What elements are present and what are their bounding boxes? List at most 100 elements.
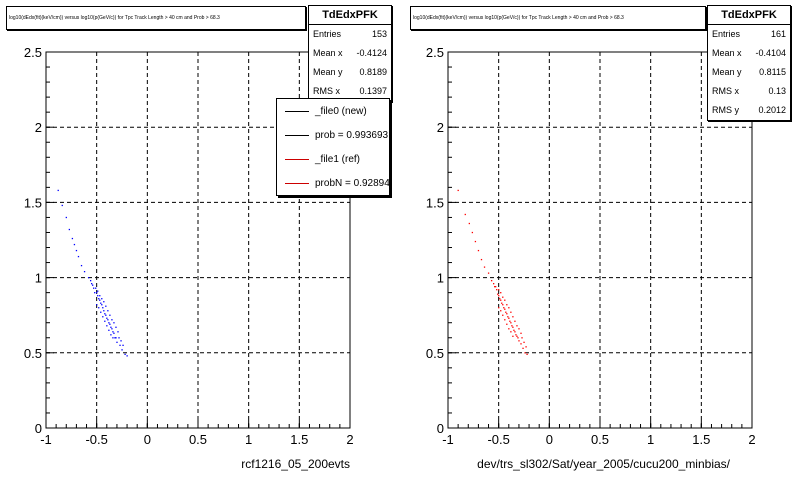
data-point	[500, 292, 502, 294]
data-point	[97, 295, 99, 297]
data-point	[119, 344, 121, 346]
y-tick-label: 1.5	[24, 195, 42, 210]
data-point	[504, 308, 506, 310]
data-point	[99, 295, 101, 297]
data-point	[100, 311, 102, 313]
stats-row-mean-x: Mean x -0.4104	[712, 48, 786, 58]
data-point	[499, 298, 501, 300]
legend-swatch	[285, 134, 309, 136]
x-tick-label: 2	[748, 432, 755, 447]
data-point	[506, 304, 508, 306]
data-point	[502, 314, 504, 316]
x-tick-label: 1	[245, 432, 252, 447]
x-tick-label: -1	[40, 432, 52, 447]
data-point	[98, 298, 100, 300]
data-point	[103, 301, 105, 303]
data-point	[112, 337, 114, 339]
data-point	[116, 341, 118, 343]
x-tick-label: 0	[546, 432, 553, 447]
data-point	[511, 325, 513, 327]
data-point	[477, 249, 480, 252]
data-point	[506, 313, 508, 315]
data-point	[514, 320, 516, 322]
data-point	[106, 317, 108, 319]
data-point	[124, 353, 126, 356]
data-point	[495, 286, 497, 288]
x-tick-label: 1.5	[692, 432, 710, 447]
data-point	[121, 349, 123, 351]
data-point	[509, 320, 511, 322]
x-tick-label: 1.5	[290, 432, 308, 447]
data-point	[99, 299, 101, 301]
data-point	[104, 313, 106, 315]
stats-title: TdEdxPFK	[309, 6, 391, 25]
legend-swatch	[285, 182, 309, 184]
data-point	[65, 216, 67, 219]
data-point	[512, 316, 514, 318]
data-point	[480, 258, 483, 261]
x-tick-label: 0	[144, 432, 151, 447]
data-point	[504, 299, 506, 301]
data-point	[107, 319, 109, 321]
data-point	[77, 255, 80, 258]
stats-row-mean-y: Mean y 0.8115	[712, 67, 786, 77]
data-point	[110, 334, 112, 336]
data-point	[502, 296, 504, 298]
data-point	[498, 289, 500, 291]
data-point	[111, 319, 113, 321]
stats-title: TdEdxPFK	[708, 6, 790, 25]
data-point	[513, 329, 515, 331]
x-axis-label: dev/trs_sl302/Sat/year_2005/cucu200_minb…	[477, 457, 730, 471]
data-point	[494, 286, 496, 288]
data-point	[512, 326, 514, 328]
data-point	[515, 334, 517, 336]
data-point	[101, 304, 103, 306]
data-point	[104, 320, 106, 322]
data-point	[57, 189, 59, 192]
data-point	[89, 280, 92, 282]
data-point	[497, 293, 499, 295]
data-point	[96, 304, 98, 306]
data-point	[114, 337, 116, 339]
data-point	[508, 328, 510, 330]
x-tick-label: 1	[647, 432, 654, 447]
right-stats-box: TdEdxPFK Entries 161 Mean x -0.4104 Mean y…	[707, 5, 791, 121]
legend-item-probn: probN = 0.928942	[277, 171, 389, 195]
data-point	[510, 322, 512, 324]
data-point	[483, 266, 486, 268]
y-tick-label: 1.5	[426, 195, 444, 210]
data-point	[68, 228, 71, 231]
data-point	[502, 304, 504, 306]
data-point	[91, 283, 93, 285]
y-tick-label: 2	[437, 120, 444, 135]
data-point	[93, 287, 95, 289]
x-tick-label: 2	[346, 432, 353, 447]
data-point	[520, 343, 522, 345]
y-tick-label: 0	[35, 421, 42, 436]
data-point	[516, 335, 518, 337]
data-point	[516, 325, 518, 327]
y-tick-label: 1	[35, 271, 42, 286]
data-point	[510, 331, 512, 333]
data-point	[518, 328, 520, 330]
data-point	[108, 322, 110, 324]
data-point	[103, 310, 105, 312]
data-point	[507, 316, 509, 318]
data-point	[101, 298, 103, 300]
data-point	[471, 231, 474, 234]
right-plot-title: log10(dEdx(fit)(keV/cm)) versus log10(p(…	[410, 6, 706, 30]
data-point	[510, 311, 512, 313]
data-point	[500, 310, 502, 312]
data-point	[508, 307, 510, 309]
data-point	[501, 302, 503, 304]
data-point	[468, 222, 470, 225]
data-point	[107, 310, 109, 312]
data-point	[102, 307, 104, 309]
data-point	[96, 292, 98, 294]
y-tick-label: 2.5	[426, 45, 444, 60]
data-point	[487, 272, 490, 274]
data-point	[505, 311, 507, 313]
data-point	[523, 341, 525, 343]
data-point	[498, 307, 500, 309]
